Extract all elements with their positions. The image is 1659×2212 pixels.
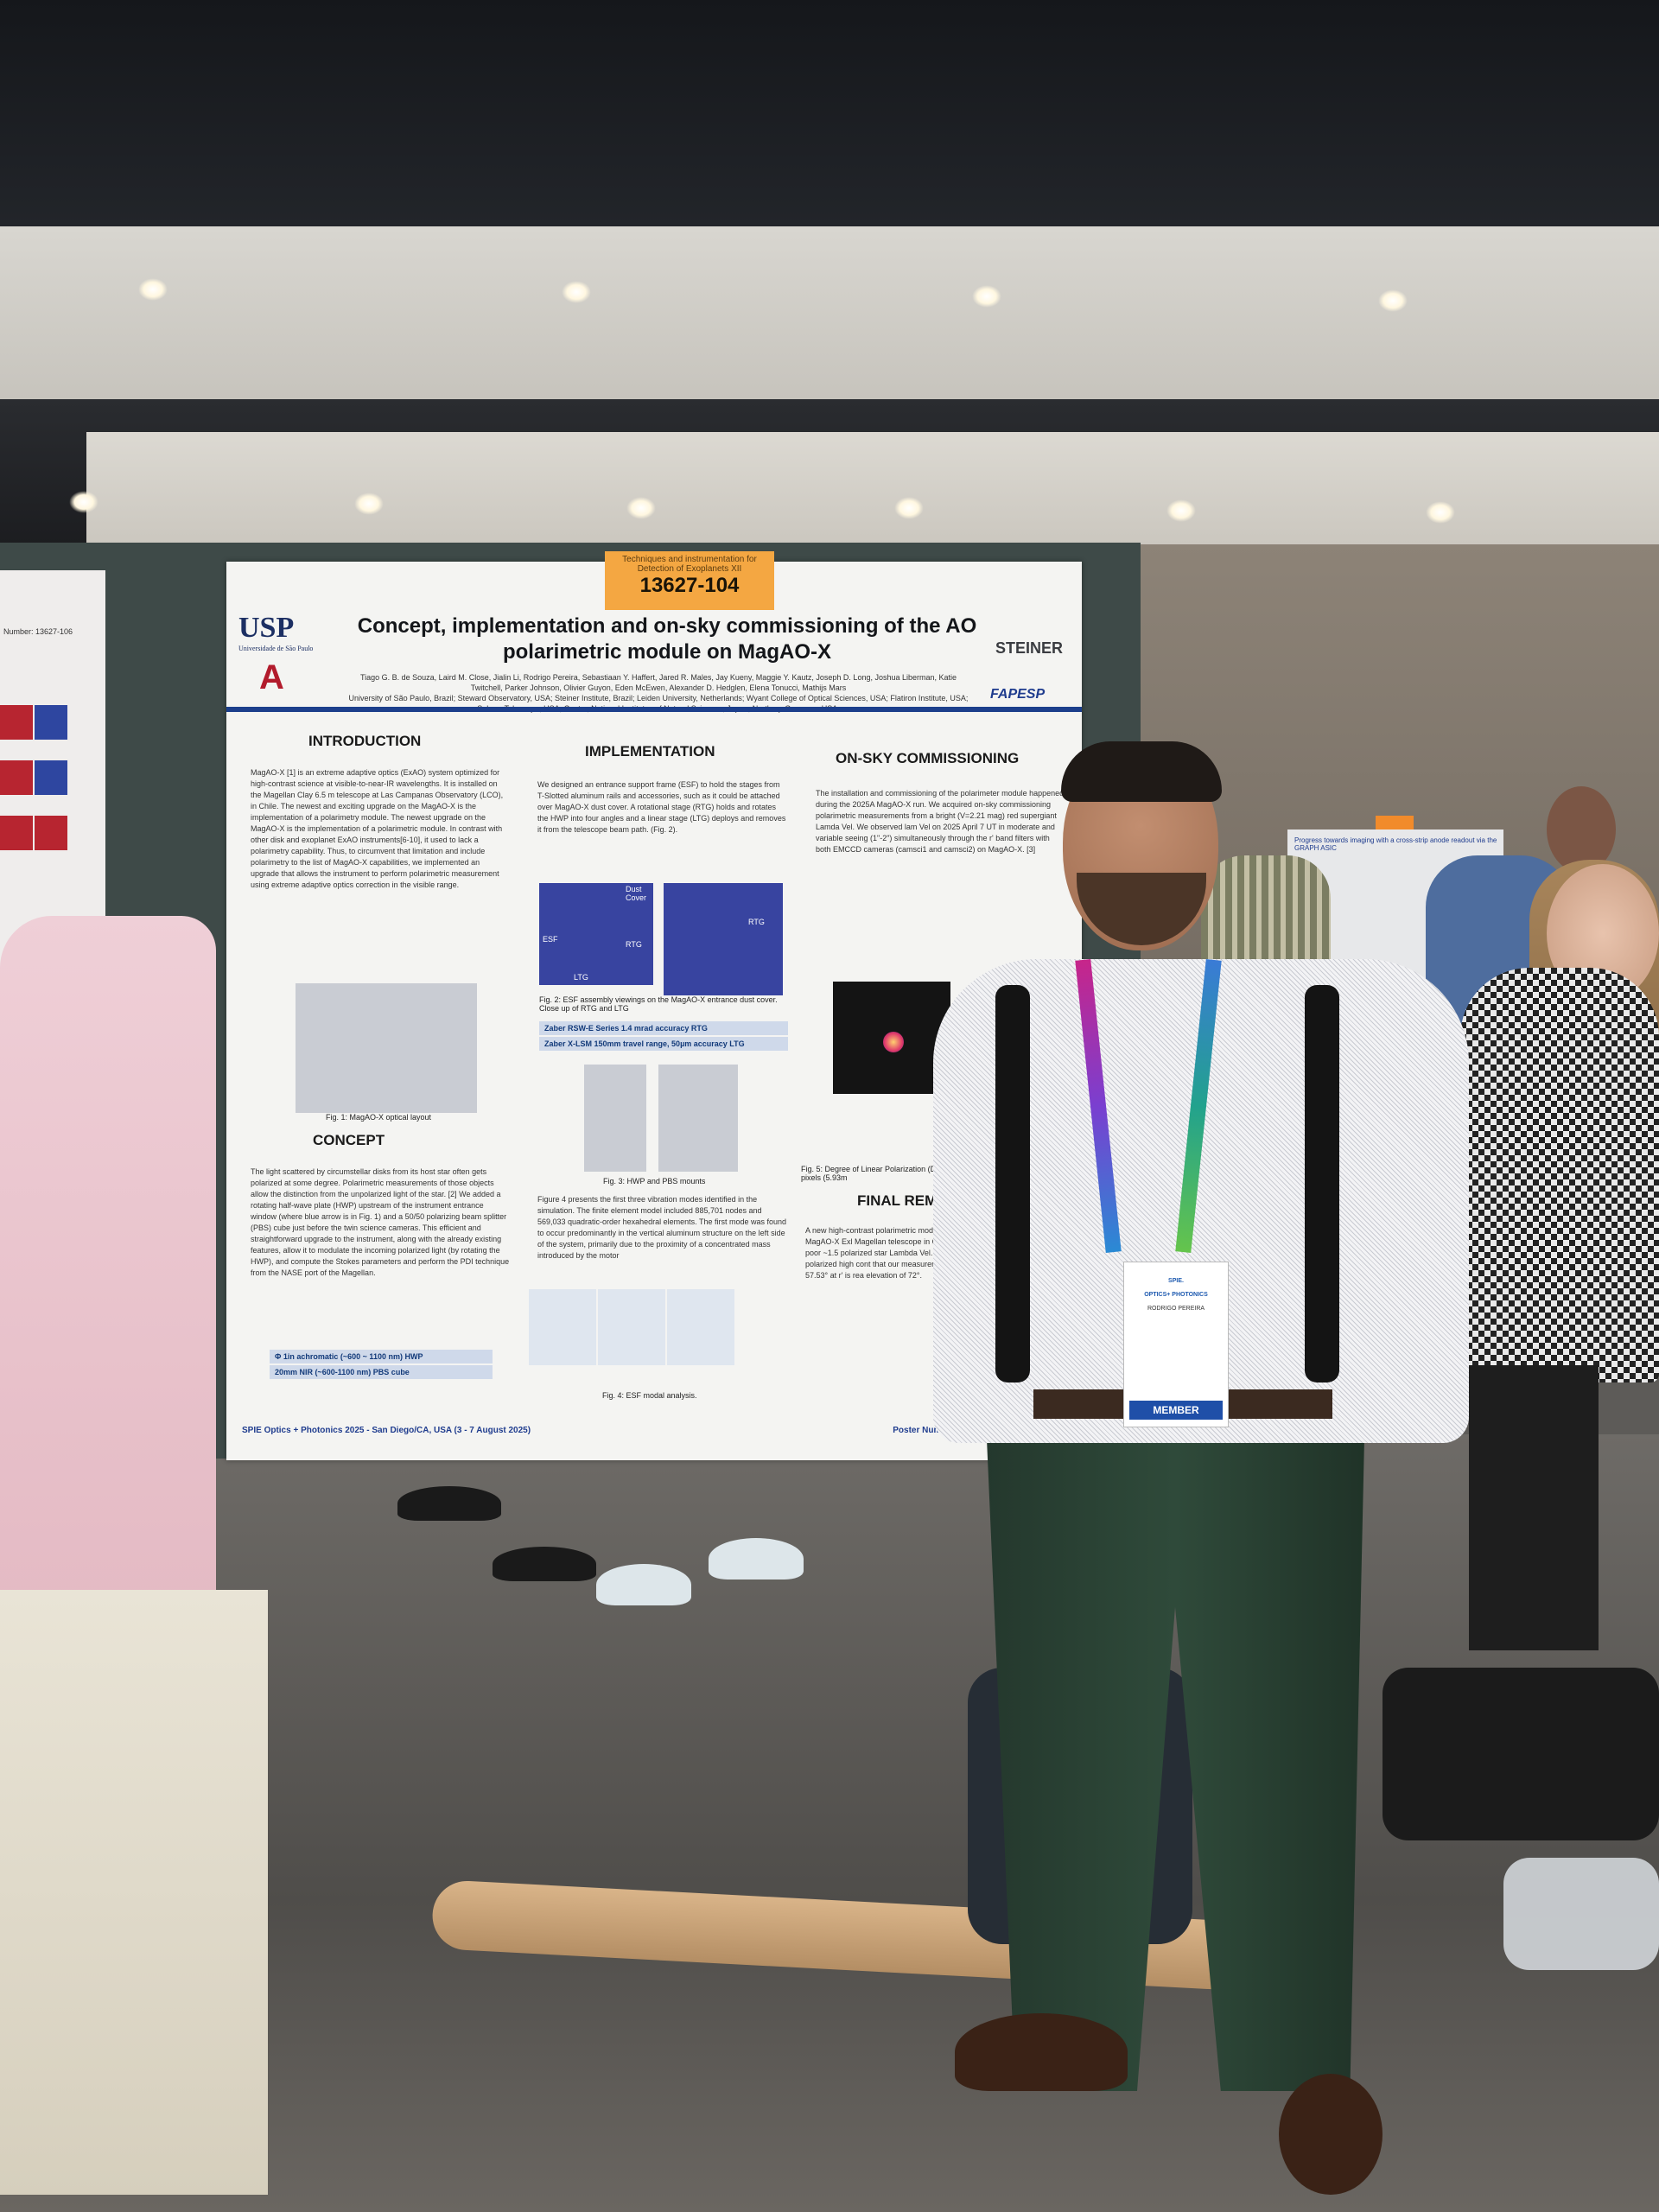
commissioning-text: The installation and commissioning of th… (816, 789, 1065, 854)
title-band (226, 707, 1082, 712)
name-badge: SPIE. OPTICS+ PHOTONICS RODRIGO PEREIRA M… (1123, 1262, 1229, 1427)
person-pink-shirt-legs (0, 1590, 268, 2195)
heatmap-thumb (0, 705, 33, 740)
badge-name: RODRIGO PEREIRA (1147, 1306, 1205, 1312)
highlight-hwp: Φ 1in achromatic (~600 ~ 1100 nm) HWP (270, 1350, 493, 1363)
section-final-remarks: FINAL REM (857, 1192, 938, 1209)
ceiling-beam (0, 226, 1659, 399)
fig3-caption: Fig. 3: HWP and PBS mounts (603, 1177, 706, 1185)
woman-legs (1469, 1365, 1599, 1650)
fig1-caption: Fig. 1: MagAO-X optical layout (326, 1113, 432, 1122)
figure-mode-1 (529, 1289, 596, 1365)
fig4-caption: Fig. 4: ESF modal analysis. (602, 1391, 697, 1400)
bg-poster-tag (1376, 816, 1414, 831)
adjacent-poster-number: Number: 13627-106 (3, 627, 73, 636)
fapesp-logo: FAPESP (990, 687, 1046, 702)
backpack-strap (995, 985, 1030, 1382)
ceiling-light (1378, 289, 1408, 312)
section-introduction: INTRODUCTION (308, 733, 422, 749)
ceiling-light (894, 497, 924, 519)
ceiling-light (354, 493, 384, 515)
arizona-logo: A (259, 658, 284, 696)
fig5-caption: Fig. 5: Degree of Linear Polarization (D… (801, 1165, 1048, 1182)
figure-mode-2 (598, 1289, 665, 1365)
poster-title: Concept, implementation and on-sky commi… (357, 614, 977, 664)
figure-rtg-closeup: RTG (664, 883, 783, 995)
highlight-pbs: 20mm NIR (~600-1100 nm) PBS cube (270, 1365, 493, 1379)
figure-optical-layout (296, 983, 477, 1113)
final-text: A new high-contrast polarimetric module … (805, 1226, 1030, 1280)
poster-number-tag: Techniques and instrumentation for Detec… (605, 551, 774, 610)
fig2-caption: Fig. 2: ESF assembly viewings on the Mag… (539, 995, 778, 1013)
ceiling-light (138, 278, 168, 301)
figure-mode-3 (667, 1289, 734, 1365)
concept-text: The light scattered by circumstellar dis… (251, 1167, 510, 1277)
heatmap-thumb (35, 705, 67, 740)
member-ribbon: MEMBER (1129, 1401, 1223, 1420)
ceiling-light (1426, 501, 1455, 524)
background-poster-title: Progress towards imaging with a cross-st… (1294, 836, 1497, 852)
section-implementation: IMPLEMENTATION (585, 743, 715, 760)
heatmap-thumb (0, 816, 33, 850)
man-hair (1061, 741, 1222, 802)
section-commissioning: ON-SKY COMMISSIONING (836, 750, 1020, 766)
floor (0, 1434, 1659, 2212)
plastic-bag (1503, 1858, 1659, 1970)
heatmap-thumb (35, 760, 67, 795)
woman-checkered-coat (1460, 968, 1659, 1382)
poster-number: 13627-104 (639, 574, 740, 597)
implementation-text: We designed an entrance support frame (E… (537, 780, 786, 834)
heatmap-thumb (0, 760, 33, 795)
black-case (1382, 1668, 1659, 1840)
section-concept: CONCEPT (313, 1132, 385, 1148)
adjacent-poster: Number: 13627-106 (0, 570, 105, 968)
figure-pbs-mount (658, 1065, 738, 1172)
vibration-text: Figure 4 presents the first three vibrat… (537, 1195, 787, 1260)
backpack-strap (1305, 985, 1339, 1382)
shoe (955, 2013, 1128, 2091)
ceiling-light (562, 281, 591, 303)
highlight-rtg: Zaber RSW-E Series 1.4 mrad accuracy RTG (539, 1021, 788, 1035)
person-head (1547, 786, 1616, 873)
usp-logo: USP Universidade de São Paulo (238, 612, 314, 652)
figure-esf-render: Dust Cover ESF RTG LTG (539, 883, 653, 985)
highlight-ltg: Zaber X-LSM 150mm travel range, 50µm acc… (539, 1037, 788, 1051)
intro-text: MagAO-X [1] is an extreme adaptive optic… (251, 768, 504, 889)
figure-hwp-mount (584, 1065, 646, 1172)
ceiling-light (1166, 499, 1196, 522)
heatmap-thumb (35, 816, 67, 850)
ceiling (0, 0, 1659, 242)
shoe (1279, 2074, 1382, 2195)
figure-dolp-map (833, 982, 950, 1094)
steiner-logo: STEINER (995, 639, 1064, 657)
ceiling-light (972, 285, 1001, 308)
ceiling-light (69, 491, 99, 513)
person-pink-shirt (0, 916, 216, 1676)
legs-behind-poster (397, 1452, 804, 1616)
ceiling-soffit (86, 432, 1659, 544)
ceiling-light (626, 497, 656, 519)
